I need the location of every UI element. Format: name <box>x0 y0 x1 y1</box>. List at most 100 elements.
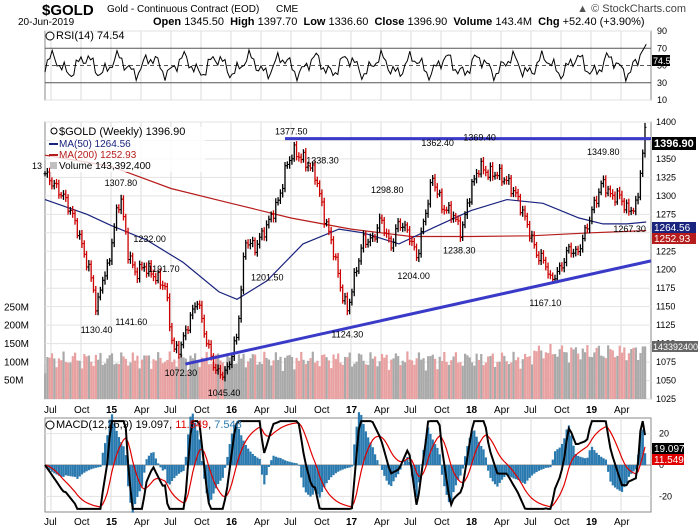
volume-bar <box>307 360 310 399</box>
macd-hist-bar <box>71 465 74 477</box>
macd-hist-bar <box>187 434 190 465</box>
volume-bar <box>445 361 448 399</box>
macd-hist-bar <box>69 465 72 477</box>
price-annotation: 1349.80 <box>587 147 620 157</box>
volume-bar <box>207 364 211 399</box>
macd-hist-bar <box>247 448 250 465</box>
macd-hist-bar <box>147 455 151 465</box>
macd-hist-bar <box>588 450 591 465</box>
x-tick-label: 17 <box>346 405 358 416</box>
ma200-tag <box>652 233 696 244</box>
macd-hist-bar <box>535 465 538 473</box>
rsi-panel: 9070503010 RSI(14) 74.54 74.54 <box>44 26 676 105</box>
macd-hist-bar <box>122 446 125 465</box>
macd-hist-bar <box>632 465 635 472</box>
x-tick-label: Oct <box>74 517 90 528</box>
volume-bar <box>92 365 95 399</box>
volume-bar <box>150 368 153 399</box>
volume-bar <box>544 352 547 399</box>
macd-hist-bar <box>360 414 363 465</box>
x-axis-bottom: Jul Oct 15 Apr Jul Oct 16 Apr Jul Oct 17 Apr Jul Oct 1… <box>44 517 630 528</box>
volume-bar <box>330 368 333 399</box>
macd-hist-bar <box>256 457 259 465</box>
x-tick-label: Jul <box>524 517 537 528</box>
volume-bar <box>588 356 591 399</box>
macd-hist-bar <box>207 465 211 502</box>
volume-bar <box>134 360 137 399</box>
macd-hist-bar <box>544 465 547 468</box>
x-tick-label: Oct <box>314 517 330 528</box>
volume-bar <box>408 359 411 399</box>
macd-hist-bar <box>327 465 331 480</box>
volume-swatch-icon <box>50 162 57 169</box>
rsi-tick-label: 70 <box>657 43 667 53</box>
macd-hist-bar <box>288 461 291 465</box>
volume-tag <box>652 341 698 352</box>
volume-bar <box>625 360 628 399</box>
volume-bar <box>480 354 483 399</box>
volume-bar <box>464 353 467 399</box>
macd-hist-bar <box>371 447 374 465</box>
macd-hist-bar <box>348 465 351 468</box>
macd-hist-bar <box>263 465 266 485</box>
support-trendline <box>185 259 652 366</box>
macd-hist-bar <box>443 465 446 487</box>
volume-bar <box>507 364 511 399</box>
volume-bar <box>563 351 566 399</box>
macd-hist-bar <box>272 455 275 465</box>
macd-hist-bar <box>124 455 127 465</box>
volume-bar <box>320 355 324 399</box>
volume-bar <box>477 360 481 399</box>
volume-bar <box>140 359 144 399</box>
volume-bar <box>567 362 571 399</box>
volume-bar <box>470 362 474 399</box>
volume-bar <box>505 361 508 399</box>
macd-hist-bar <box>106 435 109 465</box>
volume-bar <box>355 361 358 399</box>
volume-bar <box>565 352 568 399</box>
volume-bar <box>78 360 81 399</box>
macd-hist-bar <box>482 449 485 465</box>
volume-bar <box>182 357 185 399</box>
macd-hist-bar <box>101 452 104 465</box>
x-tick-label: Apr <box>494 405 510 416</box>
volume-bar <box>314 362 317 399</box>
price-tick-label: 1400 <box>656 117 676 127</box>
volume-bar <box>316 360 319 399</box>
volume-bar <box>94 354 97 399</box>
macd-hist-bar <box>593 450 596 465</box>
macd-hist-bar <box>558 447 561 465</box>
macd-hist-bar <box>113 423 116 465</box>
volume-bar <box>97 359 100 399</box>
price-tick-label: 1025 <box>656 394 676 404</box>
volume-bar <box>214 354 217 399</box>
macd-hist-bar <box>496 465 499 487</box>
macd-hist-bar <box>339 465 342 471</box>
volume-bar <box>362 360 365 399</box>
macd-hist-bar <box>314 465 317 491</box>
macd-hist-bar <box>505 465 508 475</box>
macd-hist-bar <box>431 439 434 465</box>
macd-hist-bar <box>424 439 427 465</box>
volume-bar <box>637 359 640 399</box>
macd-hist-bar <box>641 429 644 465</box>
volume-bar <box>450 360 453 399</box>
volume-bar <box>438 356 441 399</box>
volume-bar <box>558 349 561 399</box>
macd-hist-bar <box>320 465 324 493</box>
volume-bar <box>120 352 123 399</box>
volume-bar <box>394 353 397 399</box>
macd-hist-bar <box>480 445 483 465</box>
volume-bar <box>200 357 204 399</box>
macd-hist-bar <box>87 465 91 471</box>
macd-hist-bar <box>436 447 439 465</box>
volume-bar <box>251 354 254 399</box>
volume-bar <box>339 362 342 399</box>
macd-hist-bar <box>438 454 441 465</box>
macd-hist-bar <box>464 456 467 465</box>
volume-bar <box>387 369 391 399</box>
volume-bar <box>327 360 331 399</box>
volume-bar <box>572 349 575 399</box>
macd-label: MACD(12,26,9) 19.097, 11.549, 7.548 <box>56 419 242 431</box>
volume-bar <box>620 352 624 399</box>
